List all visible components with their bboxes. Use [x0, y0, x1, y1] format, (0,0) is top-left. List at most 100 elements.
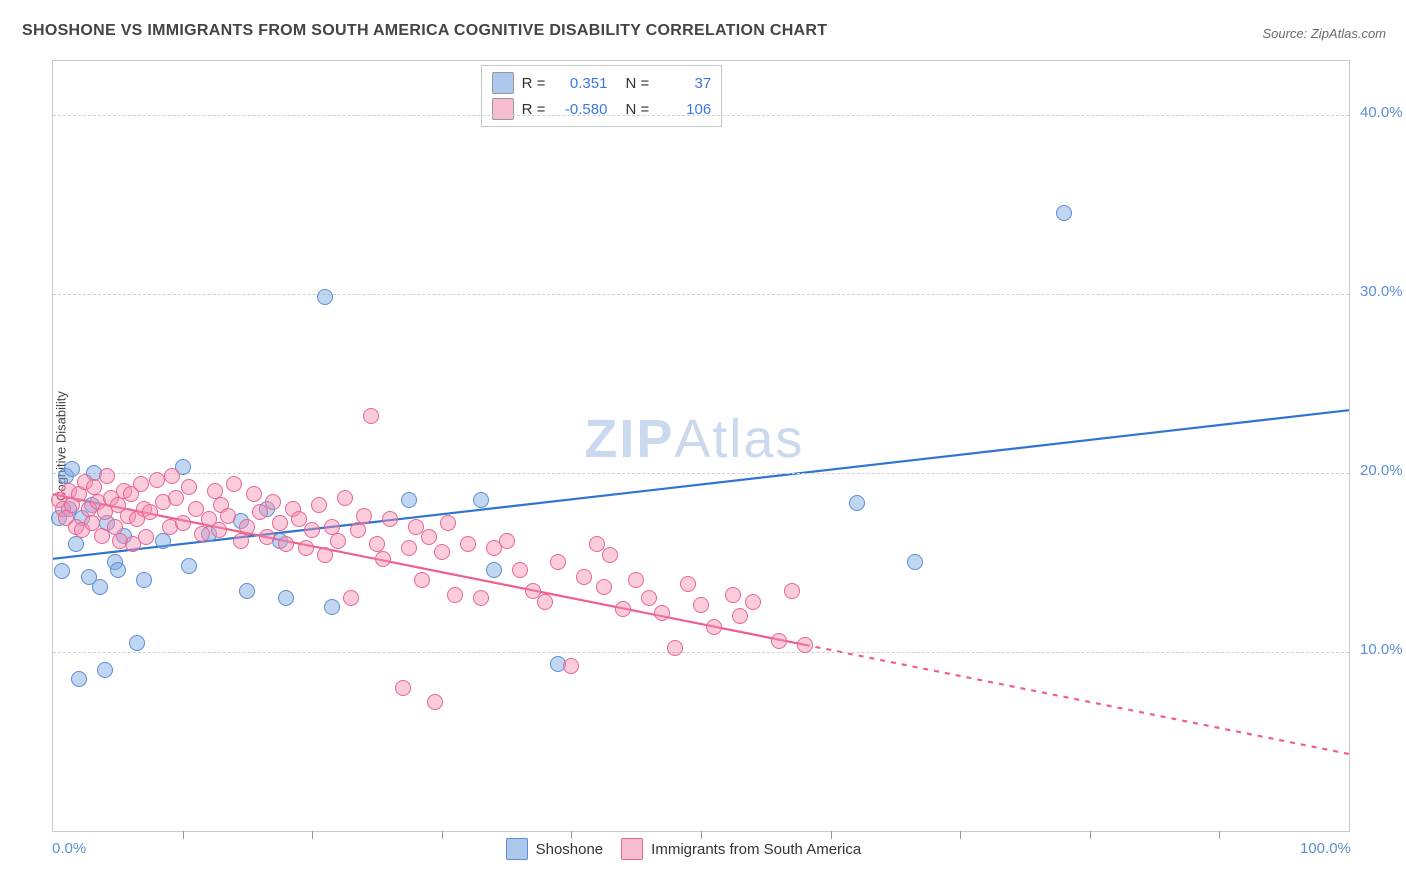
data-point — [907, 554, 923, 570]
x-tick-label: 100.0% — [1300, 840, 1351, 857]
data-point — [427, 694, 443, 710]
data-point — [64, 461, 80, 477]
plot-area: ZIPAtlas R =0.351N =37R =-0.580N =106 — [52, 60, 1350, 832]
legend-item: Immigrants from South America — [621, 838, 861, 860]
y-tick-label: 20.0% — [1360, 462, 1403, 479]
data-point — [732, 608, 748, 624]
data-point — [138, 529, 154, 545]
data-point — [460, 536, 476, 552]
data-point — [395, 680, 411, 696]
data-point — [317, 547, 333, 563]
data-point — [343, 590, 359, 606]
data-point — [563, 658, 579, 674]
data-point — [628, 572, 644, 588]
data-point — [512, 562, 528, 578]
data-point — [363, 408, 379, 424]
data-point — [226, 476, 242, 492]
data-point — [239, 583, 255, 599]
data-point — [99, 468, 115, 484]
data-point — [298, 540, 314, 556]
legend-row: R =-0.580N =106 — [492, 96, 712, 122]
y-tick-label: 10.0% — [1360, 641, 1403, 658]
data-point — [194, 526, 210, 542]
data-point — [272, 515, 288, 531]
y-tick-label: 40.0% — [1360, 104, 1403, 121]
data-point — [311, 497, 327, 513]
data-point — [654, 605, 670, 621]
data-point — [771, 633, 787, 649]
chart-container: SHOSHONE VS IMMIGRANTS FROM SOUTH AMERIC… — [0, 0, 1406, 892]
data-point — [473, 492, 489, 508]
data-point — [278, 536, 294, 552]
data-point — [149, 472, 165, 488]
data-point — [164, 468, 180, 484]
data-point — [239, 519, 255, 535]
data-point — [304, 522, 320, 538]
data-point — [155, 533, 171, 549]
data-point — [680, 576, 696, 592]
data-point — [447, 587, 463, 603]
data-point — [576, 569, 592, 585]
data-point — [414, 572, 430, 588]
data-point — [382, 511, 398, 527]
data-point — [667, 640, 683, 656]
source-credit: Source: ZipAtlas.com — [1262, 26, 1386, 41]
data-point — [68, 536, 84, 552]
data-point — [486, 562, 502, 578]
data-point — [181, 558, 197, 574]
data-point — [317, 289, 333, 305]
series-legend: Shoshone Immigrants from South America — [506, 838, 862, 860]
data-point — [421, 529, 437, 545]
data-point — [401, 540, 417, 556]
legend-row: R =0.351N =37 — [492, 70, 712, 96]
data-point — [725, 587, 741, 603]
data-point — [211, 522, 227, 538]
data-point — [434, 544, 450, 560]
data-point — [596, 579, 612, 595]
data-point — [473, 590, 489, 606]
correlation-legend: R =0.351N =37R =-0.580N =106 — [481, 65, 723, 127]
legend-item: Shoshone — [506, 838, 604, 860]
data-point — [71, 671, 87, 687]
data-point — [168, 490, 184, 506]
data-point — [136, 572, 152, 588]
data-point — [220, 508, 236, 524]
data-point — [181, 479, 197, 495]
data-point — [337, 490, 353, 506]
data-point — [54, 563, 70, 579]
trendlines-svg — [53, 61, 1349, 831]
data-point — [784, 583, 800, 599]
x-tick-label: 0.0% — [52, 840, 86, 857]
data-point — [97, 662, 113, 678]
data-point — [324, 599, 340, 615]
data-point — [1056, 205, 1072, 221]
data-point — [375, 551, 391, 567]
data-point — [330, 533, 346, 549]
chart-title: SHOSHONE VS IMMIGRANTS FROM SOUTH AMERIC… — [22, 22, 827, 40]
data-point — [615, 601, 631, 617]
data-point — [849, 495, 865, 511]
data-point — [537, 594, 553, 610]
watermark: ZIPAtlas — [584, 408, 804, 470]
data-point — [133, 476, 149, 492]
data-point — [92, 579, 108, 595]
data-point — [350, 522, 366, 538]
data-point — [401, 492, 417, 508]
data-point — [693, 597, 709, 613]
y-tick-label: 30.0% — [1360, 283, 1403, 300]
data-point — [641, 590, 657, 606]
data-point — [233, 533, 249, 549]
data-point — [265, 494, 281, 510]
data-point — [278, 590, 294, 606]
data-point — [706, 619, 722, 635]
data-point — [86, 479, 102, 495]
data-point — [745, 594, 761, 610]
data-point — [175, 515, 191, 531]
data-point — [356, 508, 372, 524]
data-point — [550, 554, 566, 570]
data-point — [110, 562, 126, 578]
data-point — [440, 515, 456, 531]
data-point — [797, 637, 813, 653]
data-point — [246, 486, 262, 502]
data-point — [602, 547, 618, 563]
